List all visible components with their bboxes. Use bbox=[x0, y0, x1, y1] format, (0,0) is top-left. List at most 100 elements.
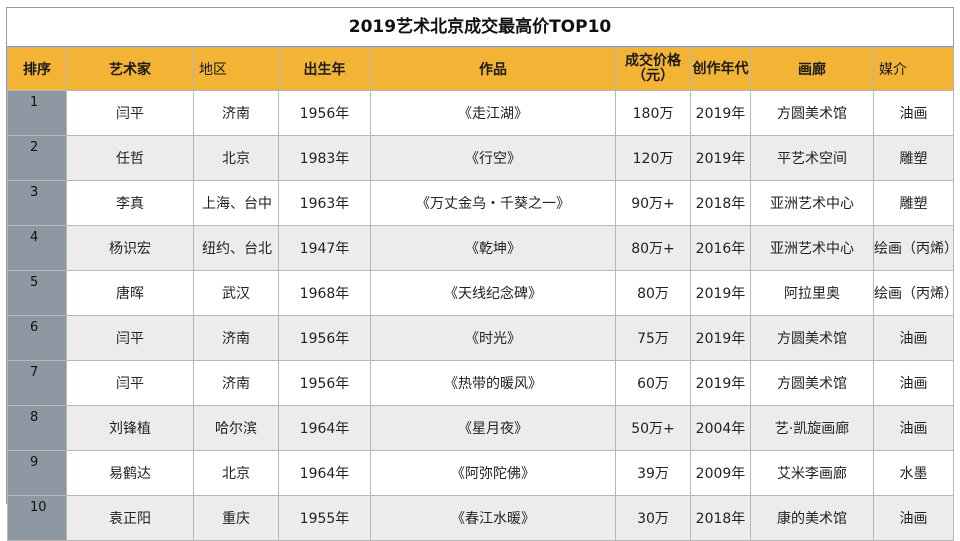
cell-year: 2019年 bbox=[690, 270, 751, 316]
header-rank: 排序 bbox=[7, 47, 67, 91]
table-row: 1 闫平 济南 1956年 《走江湖》 180万 2019年 方圆美术馆 油画 bbox=[7, 90, 954, 136]
cell-medium: 绘画（丙烯） bbox=[873, 225, 954, 271]
cell-born: 1956年 bbox=[278, 315, 371, 361]
cell-price: 75万 bbox=[615, 315, 691, 361]
cell-work: 《阿弥陀佛》 bbox=[370, 450, 616, 496]
cell-gallery: 阿拉里奥 bbox=[750, 270, 874, 316]
cell-rank: 8 bbox=[7, 405, 67, 451]
cell-work: 《春江水暖》 bbox=[370, 495, 616, 541]
cell-work: 《行空》 bbox=[370, 135, 616, 181]
cell-gallery: 方圆美术馆 bbox=[750, 315, 874, 361]
table-row: 2 任哲 北京 1983年 《行空》 120万 2019年 平艺术空间 雕塑 bbox=[7, 135, 954, 181]
cell-artist: 李真 bbox=[66, 180, 194, 226]
header-price: 成交价格（元） bbox=[615, 47, 691, 91]
cell-gallery: 方圆美术馆 bbox=[750, 90, 874, 136]
cell-work: 《走江湖》 bbox=[370, 90, 616, 136]
cell-region: 上海、台中 bbox=[193, 180, 279, 226]
cell-artist: 任哲 bbox=[66, 135, 194, 181]
cell-work: 《时光》 bbox=[370, 315, 616, 361]
header-work: 作品 bbox=[370, 47, 616, 91]
header-born: 出生年 bbox=[278, 47, 371, 91]
cell-region: 重庆 bbox=[193, 495, 279, 541]
cell-medium: 油画 bbox=[873, 315, 954, 361]
cell-medium: 绘画（丙烯） bbox=[873, 270, 954, 316]
table-row: 3 李真 上海、台中 1963年 《万丈金乌・千葵之一》 90万+ 2018年 … bbox=[7, 180, 954, 226]
cell-rank: 1 bbox=[7, 90, 67, 136]
cell-year: 2018年 bbox=[690, 180, 751, 226]
cell-region: 哈尔滨 bbox=[193, 405, 279, 451]
cell-region: 济南 bbox=[193, 315, 279, 361]
table-body: 1 闫平 济南 1956年 《走江湖》 180万 2019年 方圆美术馆 油画 … bbox=[7, 90, 954, 541]
cell-born: 1968年 bbox=[278, 270, 371, 316]
cell-born: 1955年 bbox=[278, 495, 371, 541]
cell-year: 2016年 bbox=[690, 225, 751, 271]
cell-gallery: 方圆美术馆 bbox=[750, 360, 874, 406]
cell-artist: 闫平 bbox=[66, 315, 194, 361]
cell-medium: 水墨 bbox=[873, 450, 954, 496]
cell-price: 80万 bbox=[615, 270, 691, 316]
cell-price: 120万 bbox=[615, 135, 691, 181]
header-artist: 艺术家 bbox=[66, 47, 194, 91]
cell-rank: 2 bbox=[7, 135, 67, 181]
cell-work: 《热带的暖风》 bbox=[370, 360, 616, 406]
cell-work: 《万丈金乌・千葵之一》 bbox=[370, 180, 616, 226]
table-row: 9 易鹤达 北京 1964年 《阿弥陀佛》 39万 2009年 艾米李画廊 水墨 bbox=[7, 450, 954, 496]
cell-medium: 雕塑 bbox=[873, 135, 954, 181]
cell-gallery: 亚洲艺术中心 bbox=[750, 180, 874, 226]
cell-artist: 刘锋植 bbox=[66, 405, 194, 451]
table-title: 2019艺术北京成交最高价TOP10 bbox=[7, 8, 953, 47]
cell-gallery: 亚洲艺术中心 bbox=[750, 225, 874, 271]
cell-year: 2018年 bbox=[690, 495, 751, 541]
cell-rank: 9 bbox=[7, 450, 67, 496]
cell-price: 60万 bbox=[615, 360, 691, 406]
cell-born: 1964年 bbox=[278, 450, 371, 496]
ranking-table: 排序 艺术家 地区 出生年 作品 成交价格（元） 创作年代 画廊 媒介 1 闫平… bbox=[7, 47, 954, 541]
cell-region: 北京 bbox=[193, 450, 279, 496]
table-row: 6 闫平 济南 1956年 《时光》 75万 2019年 方圆美术馆 油画 bbox=[7, 315, 954, 361]
cell-price: 180万 bbox=[615, 90, 691, 136]
cell-price: 90万+ bbox=[615, 180, 691, 226]
cell-artist: 杨识宏 bbox=[66, 225, 194, 271]
cell-born: 1956年 bbox=[278, 360, 371, 406]
cell-year: 2019年 bbox=[690, 315, 751, 361]
cell-rank: 5 bbox=[7, 270, 67, 316]
cell-medium: 油画 bbox=[873, 360, 954, 406]
header-region: 地区 bbox=[193, 47, 279, 91]
table-row: 4 杨识宏 纽约、台北 1947年 《乾坤》 80万+ 2016年 亚洲艺术中心… bbox=[7, 225, 954, 271]
cell-price: 50万+ bbox=[615, 405, 691, 451]
cell-year: 2019年 bbox=[690, 90, 751, 136]
cell-medium: 油画 bbox=[873, 405, 954, 451]
cell-year: 2009年 bbox=[690, 450, 751, 496]
header-gallery: 画廊 bbox=[750, 47, 874, 91]
cell-work: 《星月夜》 bbox=[370, 405, 616, 451]
cell-work: 《乾坤》 bbox=[370, 225, 616, 271]
cell-medium: 油画 bbox=[873, 90, 954, 136]
cell-price: 30万 bbox=[615, 495, 691, 541]
cell-born: 1956年 bbox=[278, 90, 371, 136]
cell-region: 济南 bbox=[193, 90, 279, 136]
cell-artist: 闫平 bbox=[66, 360, 194, 406]
table-row: 7 闫平 济南 1956年 《热带的暖风》 60万 2019年 方圆美术馆 油画 bbox=[7, 360, 954, 406]
table-header: 排序 艺术家 地区 出生年 作品 成交价格（元） 创作年代 画廊 媒介 bbox=[7, 47, 954, 91]
cell-rank: 7 bbox=[7, 360, 67, 406]
cell-rank: 6 bbox=[7, 315, 67, 361]
cell-born: 1947年 bbox=[278, 225, 371, 271]
cell-artist: 袁正阳 bbox=[66, 495, 194, 541]
cell-region: 济南 bbox=[193, 360, 279, 406]
cell-region: 武汉 bbox=[193, 270, 279, 316]
cell-artist: 易鹤达 bbox=[66, 450, 194, 496]
cell-region: 纽约、台北 bbox=[193, 225, 279, 271]
cell-price: 80万+ bbox=[615, 225, 691, 271]
cell-rank: 3 bbox=[7, 180, 67, 226]
cell-gallery: 艺·凯旋画廊 bbox=[750, 405, 874, 451]
header-medium: 媒介 bbox=[873, 47, 954, 91]
cell-year: 2019年 bbox=[690, 360, 751, 406]
table-frame: 2019艺术北京成交最高价TOP10 排序 艺术家 地区 出生年 作品 成交价格… bbox=[6, 7, 954, 541]
cell-rank: 4 bbox=[7, 225, 67, 271]
cell-medium: 雕塑 bbox=[873, 180, 954, 226]
cell-work: 《天线纪念碑》 bbox=[370, 270, 616, 316]
cell-gallery: 艾米李画廊 bbox=[750, 450, 874, 496]
cell-gallery: 康的美术馆 bbox=[750, 495, 874, 541]
table-row: 5 唐晖 武汉 1968年 《天线纪念碑》 80万 2019年 阿拉里奥 绘画（… bbox=[7, 270, 954, 316]
cell-born: 1963年 bbox=[278, 180, 371, 226]
